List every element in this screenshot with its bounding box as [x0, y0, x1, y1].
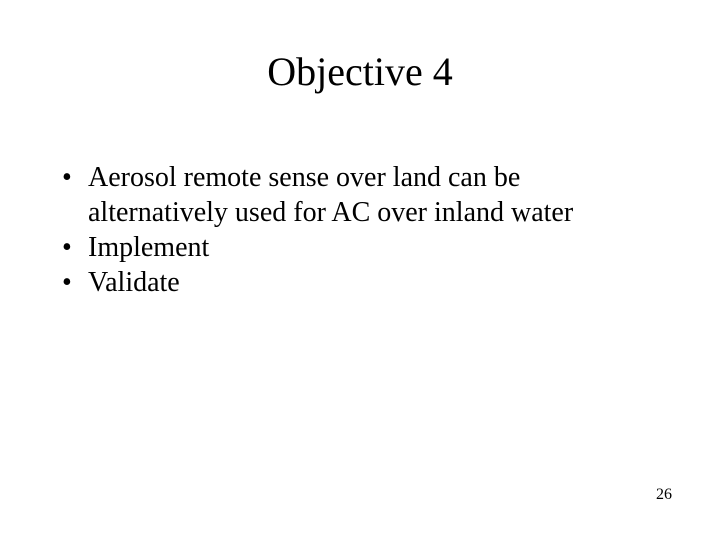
slide-body: Aerosol remote sense over land can be al…	[60, 160, 660, 300]
page-number: 26	[656, 486, 672, 504]
bullet-list: Aerosol remote sense over land can be al…	[60, 160, 660, 300]
slide: Objective 4 Aerosol remote sense over la…	[0, 0, 720, 540]
list-item: Validate	[60, 265, 660, 300]
slide-title: Objective 4	[0, 48, 720, 95]
list-item: Implement	[60, 230, 660, 265]
list-item: Aerosol remote sense over land can be al…	[60, 160, 660, 230]
